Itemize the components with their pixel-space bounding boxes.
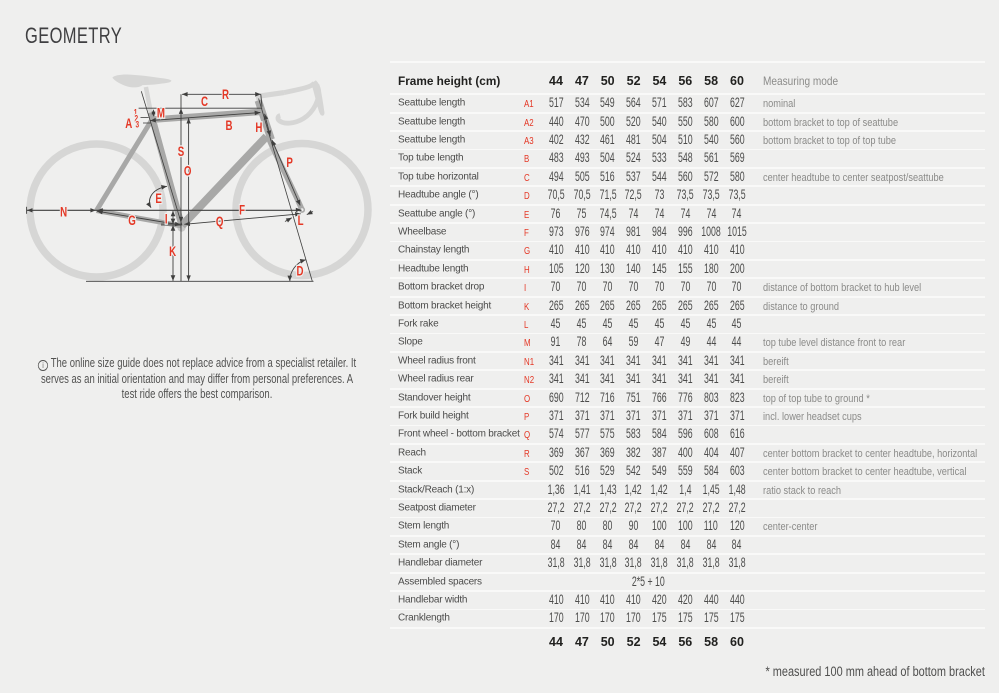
svg-text:I: I (165, 212, 168, 227)
svg-text:M: M (157, 106, 165, 121)
svg-text:D: D (296, 264, 303, 279)
svg-text:1: 1 (134, 107, 138, 117)
svg-text:L: L (298, 214, 304, 229)
svg-text:G: G (128, 214, 136, 229)
svg-text:2: 2 (134, 114, 138, 124)
svg-text:C: C (201, 95, 208, 110)
svg-text:F: F (239, 203, 245, 218)
svg-text:B: B (225, 118, 232, 133)
svg-text:H: H (255, 121, 262, 136)
svg-text:K: K (169, 244, 176, 259)
svg-text:3: 3 (135, 120, 139, 130)
svg-text:A: A (125, 116, 132, 131)
svg-text:P: P (286, 156, 293, 171)
svg-text:R: R (222, 87, 229, 102)
svg-text:Q: Q (216, 215, 224, 230)
svg-text:E: E (155, 192, 162, 207)
svg-text:N: N (60, 205, 67, 220)
svg-text:O: O (184, 164, 192, 179)
svg-text:S: S (178, 145, 185, 160)
